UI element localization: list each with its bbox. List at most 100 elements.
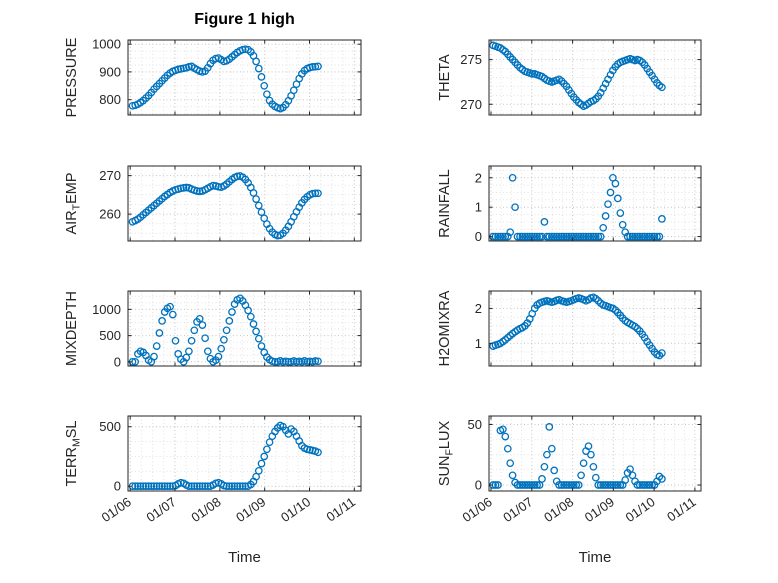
scatter-point: [565, 232, 573, 241]
scatter-point: [560, 232, 568, 241]
scatter-point: [643, 481, 652, 489]
scatter-markers: [128, 294, 322, 366]
scatter-point: [616, 209, 625, 217]
scatter-point: [613, 194, 622, 203]
scatter-point: [289, 86, 298, 95]
y-axis-label: SUNFLUX: [437, 421, 456, 487]
scatter-point: [582, 232, 590, 241]
y-tick-label: 0: [475, 478, 482, 493]
scatter-point: [523, 481, 532, 489]
scatter-point: [271, 357, 279, 366]
x-tick-label: 01/08: [188, 494, 223, 525]
scatter-point: [228, 482, 236, 491]
scatter-point: [599, 223, 608, 232]
scatter-point: [249, 320, 258, 328]
scatter-point: [577, 471, 585, 480]
y-axis-label: H2OMIXRA: [437, 290, 453, 366]
y-tick-label: 800: [99, 92, 121, 107]
tick-marks: [489, 40, 701, 115]
grid-minor: [128, 416, 361, 491]
y-tick-label: 270: [460, 97, 482, 112]
scatter-point: [150, 352, 158, 361]
tick-marks: [128, 291, 361, 366]
scatter-point: [249, 189, 258, 197]
scatter-point: [166, 482, 174, 491]
grid-minor: [489, 166, 701, 241]
scatter-point: [252, 57, 260, 66]
scatter-point: [591, 473, 600, 482]
scatter-point: [187, 336, 196, 345]
scatter-point: [257, 208, 266, 217]
scatter-point: [230, 482, 239, 491]
scatter-point: [506, 459, 515, 468]
scatter-point: [513, 481, 522, 489]
scatter-point: [236, 482, 244, 491]
x-tick-label: 01/10: [623, 494, 658, 525]
scatter-point: [643, 232, 652, 241]
scatter-point: [158, 482, 166, 491]
y-tick-label: 900: [99, 64, 121, 79]
scatter-point: [246, 312, 255, 321]
scatter-point: [560, 481, 568, 489]
scatter-point: [594, 296, 603, 305]
y-tick-label: 260: [99, 207, 121, 222]
x-tick-label: 01/10: [278, 494, 313, 525]
scatter-point: [233, 482, 242, 491]
scatter-point: [308, 189, 317, 198]
scatter-point: [640, 232, 649, 241]
scatter-point: [222, 326, 231, 335]
scatter-point: [308, 63, 317, 71]
scatter-point: [314, 357, 322, 366]
scatter-point: [533, 232, 541, 241]
scatter-point: [557, 481, 566, 489]
scatter-point: [217, 344, 226, 353]
scatter-point: [257, 73, 266, 81]
scatter-point: [254, 201, 263, 210]
x-tick-label: 01/11: [664, 494, 698, 524]
scatter-markers: [489, 41, 666, 110]
scatter-point: [628, 232, 637, 241]
scatter-point: [508, 471, 517, 480]
scatter-point: [528, 70, 537, 78]
y-axis-label: MIXDEPTH: [64, 291, 80, 366]
grid-major: [128, 166, 361, 241]
scatter-point: [521, 481, 529, 489]
scatter-point: [195, 314, 204, 323]
scatter-point: [587, 450, 595, 459]
scatter-point: [618, 220, 627, 229]
scatter-point: [136, 482, 145, 491]
scatter-point: [587, 232, 595, 241]
tick-marks: [128, 166, 361, 241]
tick-marks: [489, 166, 701, 241]
scatter-point: [596, 232, 605, 241]
scatter-point: [645, 481, 654, 489]
scatter-point: [193, 482, 201, 491]
scatter-point: [547, 232, 556, 241]
scatter-point: [131, 357, 140, 366]
x-tick-label: 01/06: [99, 494, 134, 525]
x-tick-label: 01/09: [582, 494, 617, 525]
axes-background: [128, 416, 361, 491]
scatter-point: [311, 357, 320, 365]
subplot-mixdepth: 0 500 1000 MIXDEPTH: [64, 290, 362, 369]
scatter-point: [530, 481, 539, 489]
scatter-point: [311, 189, 320, 198]
scatter-point: [252, 327, 260, 336]
scatter-point: [606, 188, 615, 197]
scatter-point: [645, 232, 654, 241]
scatter-point: [166, 302, 174, 311]
scatter-point: [195, 482, 204, 491]
x-axis-label-left: Time: [228, 549, 261, 566]
scatter-point: [190, 326, 199, 335]
scatter-point: [150, 482, 158, 491]
scatter-markers: [128, 45, 322, 113]
y-tick-label: 0: [114, 479, 121, 494]
grid-minor: [489, 40, 701, 115]
scatter-point: [182, 353, 191, 362]
scatter-point: [494, 481, 502, 489]
scatter-point: [214, 182, 223, 191]
scatter-point: [499, 232, 507, 241]
scatter-point: [567, 481, 576, 489]
scatter-point: [562, 481, 571, 489]
